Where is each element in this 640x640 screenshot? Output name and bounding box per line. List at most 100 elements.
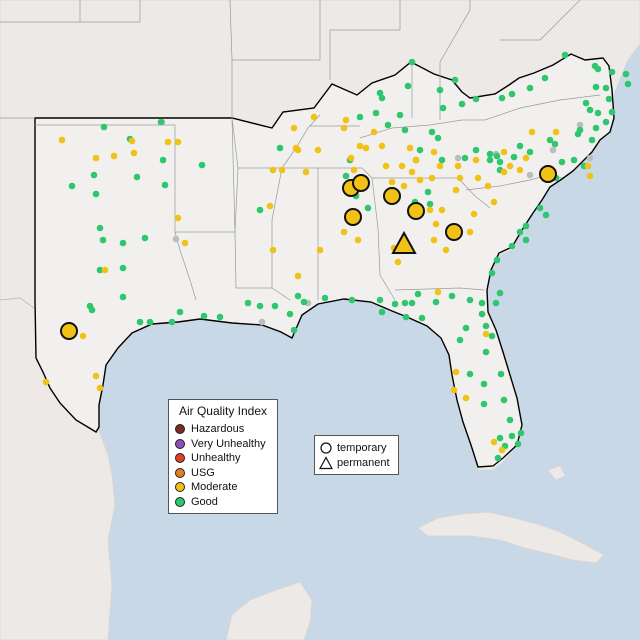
moderate-station-marker [110, 152, 118, 160]
good-station-marker [488, 332, 496, 340]
good-station-marker [605, 95, 613, 103]
good-station-marker [486, 150, 494, 158]
good-station-marker [141, 234, 149, 242]
good-station-marker [517, 429, 525, 437]
moderate-station-marker [438, 206, 446, 214]
permanent-monitor-marker[interactable] [391, 230, 417, 254]
moderate-station-marker [456, 174, 464, 182]
good-station-marker [492, 299, 500, 307]
good-station-marker [622, 70, 630, 78]
good-station-marker [500, 396, 508, 404]
moderate-station-marker [278, 166, 286, 174]
moderate-station-marker [96, 384, 104, 392]
moderate-station-marker [92, 372, 100, 380]
moderate-station-marker [408, 168, 416, 176]
good-station-marker [493, 152, 501, 160]
moderate-station-marker [412, 156, 420, 164]
moderate-station-marker [347, 154, 355, 162]
good-station-marker [294, 292, 302, 300]
good-station-marker [456, 336, 464, 344]
good-station-marker [478, 310, 486, 318]
good-station-marker [96, 224, 104, 232]
moderate-station-marker [370, 128, 378, 136]
temporary-monitor-marker[interactable] [445, 223, 463, 241]
moderate-station-marker [164, 138, 172, 146]
good-station-marker [488, 269, 496, 277]
good-station-marker [378, 94, 386, 102]
good-station-marker [100, 123, 108, 131]
good-station-marker [466, 370, 474, 378]
temporary-monitor-marker[interactable] [352, 174, 370, 192]
moderate-station-marker [174, 138, 182, 146]
usg-swatch-icon [175, 467, 185, 478]
moderate-station-marker [470, 210, 478, 218]
good-station-marker [526, 148, 534, 156]
good-station-marker [592, 83, 600, 91]
no-data-station-marker [586, 154, 594, 162]
moderate-station-marker [181, 239, 189, 247]
moderate-station-marker [552, 128, 560, 136]
good-station-marker [592, 124, 600, 132]
temporary-monitor-marker[interactable] [344, 208, 362, 226]
moderate-station-marker [436, 162, 444, 170]
good-station-marker [401, 126, 409, 134]
good-station-marker [342, 172, 350, 180]
temporary-monitor-marker[interactable] [407, 202, 425, 220]
good-station-marker [508, 432, 516, 440]
good-station-marker [506, 416, 514, 424]
good-station-marker [136, 318, 144, 326]
moderate-station-marker [316, 246, 324, 254]
moderate-station-marker [394, 258, 402, 266]
moderate-station-marker [466, 228, 474, 236]
good-station-marker [276, 144, 284, 152]
good-station-marker [168, 318, 176, 326]
moderate-station-marker [58, 136, 66, 144]
moderate-station-marker [490, 438, 498, 446]
moderate-station-marker [101, 266, 109, 274]
good-station-marker [384, 121, 392, 129]
temporary-monitor-marker[interactable] [383, 187, 401, 205]
good-station-marker [404, 82, 412, 90]
stations-layer [42, 51, 632, 462]
no-data-station-marker [258, 318, 266, 326]
aqi-legend: Air Quality Index Hazardous Very Unhealt… [168, 399, 278, 514]
moderate-station-marker [79, 332, 87, 340]
good-station-marker [522, 222, 530, 230]
legend-item-label: Unhealthy [191, 452, 241, 465]
no-data-station-marker [576, 121, 584, 129]
good-station-marker [244, 299, 252, 307]
moderate-station-marker [302, 168, 310, 176]
good-station-marker [439, 104, 447, 112]
good-station-marker [458, 100, 466, 108]
good-station-marker [508, 90, 516, 98]
good-station-marker [401, 299, 409, 307]
good-station-marker [602, 118, 610, 126]
good-station-marker [536, 204, 544, 212]
good-station-marker [157, 118, 165, 126]
good-station-marker [426, 200, 434, 208]
good-station-marker [376, 296, 384, 304]
good-station-marker [216, 313, 224, 321]
good-station-marker [594, 109, 602, 117]
temporary-monitor-marker[interactable] [60, 322, 78, 340]
good-station-marker [198, 161, 206, 169]
good-station-marker [542, 211, 550, 219]
moderate-station-marker [92, 154, 100, 162]
good-station-marker [570, 156, 578, 164]
moderate-station-marker [506, 162, 514, 170]
legend-item-label: permanent [337, 456, 390, 469]
good-station-marker [472, 146, 480, 154]
moderate-station-marker [454, 162, 462, 170]
good-station-marker [482, 348, 490, 356]
good-station-marker [416, 146, 424, 154]
legend-item-moderate: Moderate [175, 480, 271, 495]
good-station-marker [176, 308, 184, 316]
moderate-station-marker [130, 149, 138, 157]
good-station-marker [321, 294, 329, 302]
good-station-marker [516, 142, 524, 150]
moderate-station-marker [484, 182, 492, 190]
moderate-station-marker [294, 146, 302, 154]
temporary-monitor-marker[interactable] [539, 165, 557, 183]
